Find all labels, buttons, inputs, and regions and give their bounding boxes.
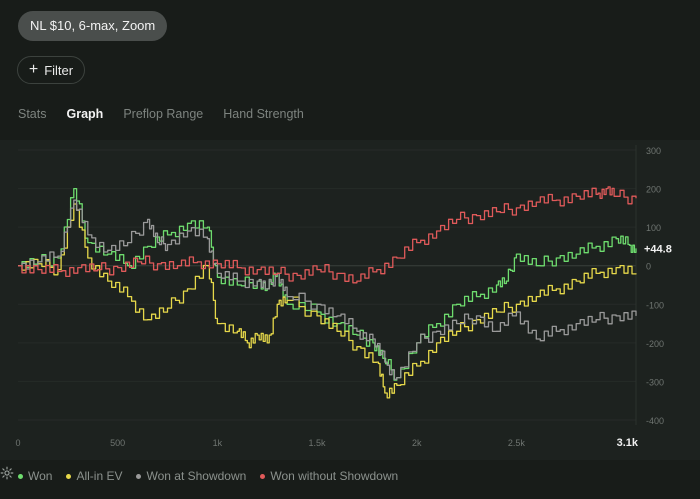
x-tick-label: 3.1k — [617, 437, 639, 449]
legend-won-label: Won — [28, 469, 53, 483]
chart-legend: Won All-in EV Won at Showdown Won withou… — [18, 469, 398, 483]
x-tick-label: 0 — [15, 438, 20, 448]
legend-allin-ev[interactable]: All-in EV — [66, 469, 122, 483]
y-tick-label: -300 — [646, 377, 664, 387]
legend-won-at-showdown-label: Won at Showdown — [146, 469, 247, 483]
y-tick-label: 100 — [646, 223, 661, 233]
profit-chart: 300 200 100 0 -100 -200 -300 -400 0 500 1k 1.5k 2k 2.… — [15, 145, 672, 449]
y-tick-label: -100 — [646, 300, 664, 310]
tab-preflop-range[interactable]: Preflop Range — [123, 107, 204, 121]
y-tick-label: 0 — [646, 262, 651, 272]
x-tick-label: 2.5k — [508, 438, 526, 448]
legend-won-at-showdown-dot — [136, 473, 142, 479]
legend-allin-ev-label: All-in EV — [76, 469, 123, 483]
filter-label: Filter — [44, 62, 74, 78]
plus-icon: + — [28, 61, 39, 78]
legend-won-at-showdown[interactable]: Won at Showdown — [136, 469, 246, 483]
gear-icon[interactable] — [0, 466, 14, 480]
top-bar: NL $10, 6-max, Zoom + Filter Stats Graph… — [0, 0, 700, 140]
won-end-label: +44.8 — [644, 243, 672, 255]
y-tick-label: -200 — [646, 339, 664, 349]
legend-allin-ev-dot — [66, 473, 72, 479]
y-tick-label: 200 — [646, 185, 661, 195]
legend-won[interactable]: Won — [18, 469, 52, 483]
series-line-won — [18, 187, 637, 381]
legend-won-without-showdown-dot — [260, 473, 266, 479]
series-line-won-at-showdown — [18, 199, 637, 380]
tab-stats[interactable]: Stats — [18, 107, 47, 121]
series-line-won-without-showdown — [18, 186, 637, 284]
tab-graph[interactable]: Graph — [66, 107, 104, 121]
legend-won-without-showdown[interactable]: Won without Showdown — [260, 469, 398, 483]
graph-panel — [0, 140, 700, 460]
legend-won-dot — [18, 473, 23, 479]
series-line-all-in-ev — [18, 203, 637, 399]
x-tick-label: 500 — [110, 438, 125, 448]
y-tick-label: -400 — [646, 416, 664, 426]
x-tick-label: 2k — [412, 438, 422, 448]
y-tick-label: 300 — [646, 146, 661, 156]
x-tick-label: 1.5k — [309, 438, 327, 448]
x-tick-label: 1k — [213, 438, 223, 448]
legend-won-without-showdown-label: Won without Showdown — [270, 469, 399, 483]
tab-hand-strength[interactable]: Hand Strength — [223, 107, 304, 121]
tab-bar: Stats Graph Preflop Range Hand Strength — [18, 107, 304, 127]
game-type-chip[interactable]: NL $10, 6-max, Zoom — [18, 11, 168, 41]
filter-button[interactable]: + Filter — [17, 56, 85, 84]
